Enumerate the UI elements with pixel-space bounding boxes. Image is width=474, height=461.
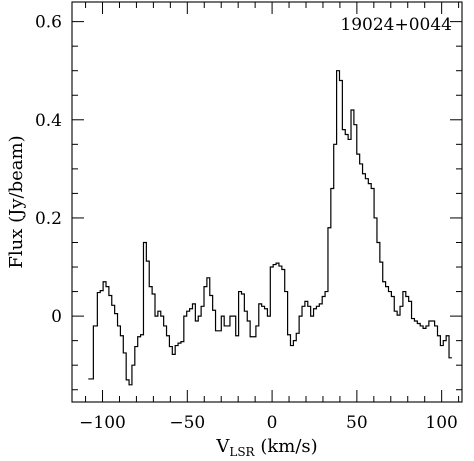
y-tick-label: 0.4 [35, 111, 62, 131]
x-axis-title: VLSR (km/s) [215, 436, 317, 459]
axis-ticks [72, 2, 462, 402]
x-tick-label: 100 [425, 413, 457, 433]
source-label: 19024+0044 [340, 15, 452, 35]
x-axis-title-main: V [215, 436, 230, 457]
x-tick-label: −100 [79, 413, 126, 433]
y-axis-title: Flux (Jy/beam) [6, 135, 27, 268]
x-axis-title-subscript: LSR [229, 445, 255, 459]
x-axis-title-unit: (km/s) [255, 436, 318, 457]
x-tick-label: 0 [267, 413, 278, 433]
plot-frame [71, 1, 463, 403]
tick-labels: −100 −50 0 50 100 0 0.2 0.4 0.6 [35, 13, 458, 433]
x-tick-label: 50 [346, 413, 368, 433]
spectrum-line [88, 70, 452, 386]
y-tick-label: 0.2 [35, 209, 62, 229]
x-tick-label: −50 [169, 413, 205, 433]
y-tick-label: 0 [51, 307, 62, 327]
y-tick-label: 0.6 [35, 13, 62, 33]
